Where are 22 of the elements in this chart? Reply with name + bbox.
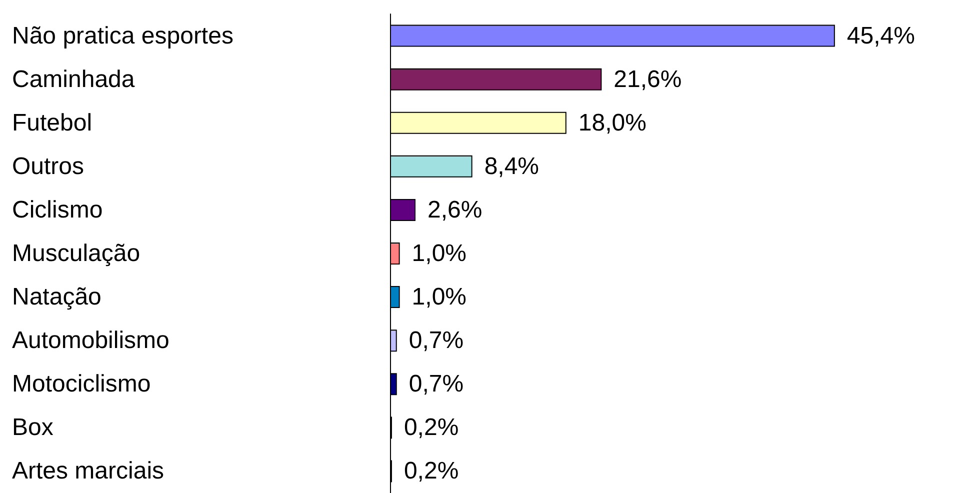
y-tick-label: Box (12, 414, 54, 442)
y-tick-label: Ciclismo (12, 196, 103, 224)
data-label: 0,7% (408, 327, 464, 354)
data-label: 1,0% (412, 240, 467, 267)
y-tick-label: Artes marciais (12, 458, 164, 485)
data-label: 0,2% (404, 414, 459, 442)
y-tick-label: Natação (12, 284, 102, 311)
y-tick-label: Futebol (12, 109, 92, 136)
y-tick-label: Outros (12, 152, 84, 180)
data-label: 21,6% (614, 66, 682, 93)
data-label: 0,2% (404, 458, 459, 485)
y-tick-label: Motociclismo (12, 370, 151, 398)
data-label: 1,0% (412, 284, 467, 311)
y-tick-label: Não pratica esportes (12, 22, 234, 50)
data-label: 2,6% (427, 196, 482, 224)
data-label: 18,0% (578, 109, 646, 136)
data-label: 8,4% (484, 152, 540, 180)
data-label: 45,4% (846, 22, 915, 50)
data-label: 0,7% (408, 370, 464, 398)
y-tick-label: Automobilismo (12, 327, 170, 354)
y-tick-label: Musculação (12, 240, 140, 267)
y-tick-label: Caminhada (12, 66, 136, 93)
